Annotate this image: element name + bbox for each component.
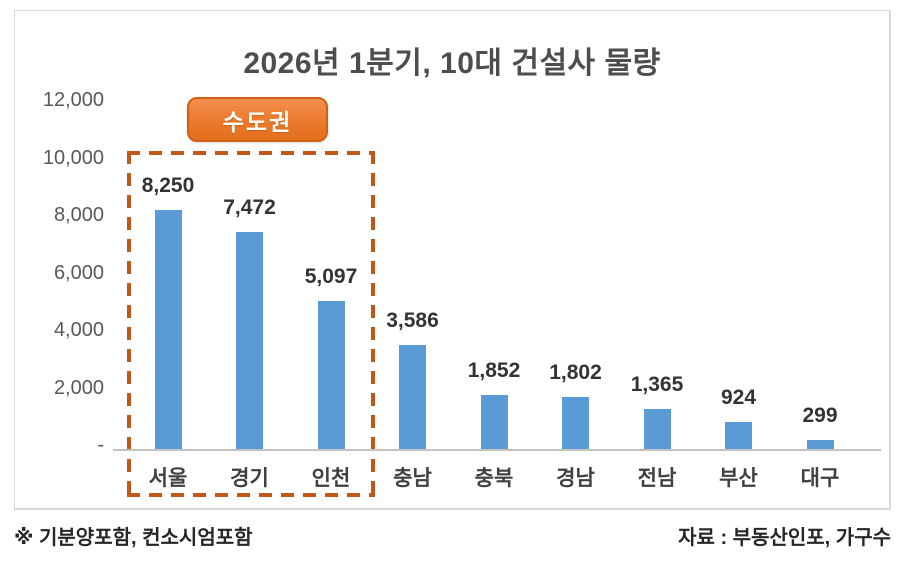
category-label: 전남 xyxy=(637,467,677,490)
dashed-box-right-edge xyxy=(371,151,375,497)
bar-전남 xyxy=(643,409,671,449)
value-label: 924 xyxy=(720,386,757,409)
bar-충남 xyxy=(399,345,426,449)
category-label: 경남 xyxy=(556,467,595,490)
y-tick-label: 4,000 xyxy=(53,319,104,341)
bar-서울 xyxy=(154,210,182,449)
category-label: 경기 xyxy=(230,467,269,490)
bar-인천 xyxy=(317,301,345,449)
value-label: 1,852 xyxy=(467,359,521,382)
y-tick-label: 6,000 xyxy=(53,261,104,284)
bar-부산 xyxy=(725,422,752,449)
y-tick-label: 12,000 xyxy=(42,89,104,111)
y-tick-label: - xyxy=(97,434,104,456)
bar-경기 xyxy=(236,232,263,449)
dashed-box-top-edge xyxy=(127,151,375,155)
value-label: 8,250 xyxy=(141,174,195,197)
x-axis-line xyxy=(113,449,881,451)
value-label: 3,586 xyxy=(386,309,439,332)
footnote-source: 자료 : 부동산인포, 가구수 xyxy=(678,527,891,549)
footnote-note: ※ 기분양포함, 컨소시엄포함 xyxy=(14,527,253,549)
chart-title: 2026년 1분기, 10대 건설사 물량 xyxy=(243,47,661,80)
capital-region-badge: 수도권 xyxy=(187,97,328,142)
category-label: 충북 xyxy=(474,467,514,490)
chart-frame: 2026년 1분기, 10대 건설사 물량 xyxy=(14,10,891,510)
category-label: 충남 xyxy=(393,467,432,490)
y-tick-label: 10,000 xyxy=(42,146,104,169)
value-label: 1,365 xyxy=(630,373,684,396)
category-label: 대구 xyxy=(800,467,840,490)
dashed-box-bottom-edge xyxy=(127,493,375,497)
bar-대구 xyxy=(806,440,834,449)
value-label: 299 xyxy=(802,404,838,427)
bar-충북 xyxy=(480,395,508,449)
dashed-box-left-edge xyxy=(127,151,131,497)
category-label: 인천 xyxy=(311,467,351,490)
y-tick-label: 2,000 xyxy=(53,376,104,399)
y-tick-label: 8,000 xyxy=(53,204,104,226)
value-label: 1,802 xyxy=(549,361,602,384)
value-label: 7,472 xyxy=(223,196,276,219)
value-label: 5,097 xyxy=(304,265,358,288)
bar-경남 xyxy=(562,397,589,449)
category-label: 부산 xyxy=(719,467,758,490)
category-label: 서울 xyxy=(148,467,188,490)
